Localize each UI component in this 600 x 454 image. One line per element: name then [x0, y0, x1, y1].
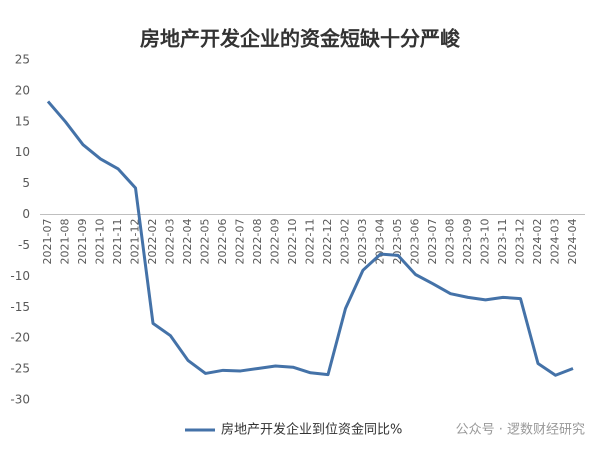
y-tick-label: 0	[22, 207, 30, 221]
x-tick-label: 2023-06	[409, 219, 422, 265]
y-tick-label: 20	[15, 83, 30, 97]
x-tick-label: 2024-04	[566, 219, 579, 265]
y-tick-label: -25	[10, 362, 30, 376]
x-tick-label: 2023-03	[356, 219, 369, 265]
x-tick-label: 2023-09	[461, 219, 474, 265]
x-tick-label: 2021-12	[129, 219, 142, 265]
x-tick-label: 2023-05	[391, 219, 404, 265]
x-tick-label: 2022-12	[321, 219, 334, 265]
y-tick-label: -5	[18, 238, 30, 252]
y-tick-label: 5	[22, 176, 30, 190]
x-tick-label: 2022-08	[251, 219, 264, 265]
y-tick-label: -10	[10, 269, 30, 283]
x-tick-label: 2022-03	[164, 219, 177, 265]
x-tick-label: 2021-07	[41, 219, 54, 265]
x-tick-label: 2021-11	[111, 219, 124, 265]
y-tick-label: -30	[10, 393, 30, 407]
x-tick-label: 2022-09	[269, 219, 282, 265]
y-tick-label: 15	[15, 114, 30, 128]
y-tick-label: -15	[10, 300, 30, 314]
x-tick-label: 2024-02	[531, 219, 544, 265]
x-tick-label: 2023-10	[479, 219, 492, 265]
x-tick-label: 2022-05	[199, 219, 212, 265]
y-tick-label: 25	[15, 53, 30, 67]
x-tick-label: 2022-10	[286, 219, 299, 265]
x-tick-label: 2022-02	[146, 219, 159, 265]
x-tick-label: 2022-06	[216, 219, 229, 265]
x-tick-label: 2021-08	[59, 219, 72, 265]
chart-title: 房地产开发企业的资金短缺十分严峻	[140, 27, 461, 51]
line	[46, 100, 574, 377]
legend-label: 房地产开发企业到位资金同比%	[221, 422, 402, 438]
watermark: 公众号 · 逻数财经研究	[456, 423, 585, 438]
x-tick-label: 2022-11	[304, 219, 317, 265]
x-tick-label: 2023-08	[444, 219, 457, 265]
y-tick-label: -20	[10, 331, 30, 345]
x-tick-label: 2021-09	[76, 219, 89, 265]
x-tick-label: 2023-11	[496, 219, 509, 265]
x-tick-label: 2022-04	[181, 219, 194, 265]
y-tick-label: 10	[15, 145, 30, 159]
x-tick-label: 2022-07	[234, 219, 247, 265]
x-tick-label: 2023-12	[514, 219, 527, 265]
x-tick-label: 2023-07	[426, 219, 439, 265]
x-tick-label: 2024-03	[549, 219, 562, 265]
x-tick-label: 2023-02	[339, 219, 352, 265]
x-tick-label: 2021-10	[94, 219, 107, 265]
